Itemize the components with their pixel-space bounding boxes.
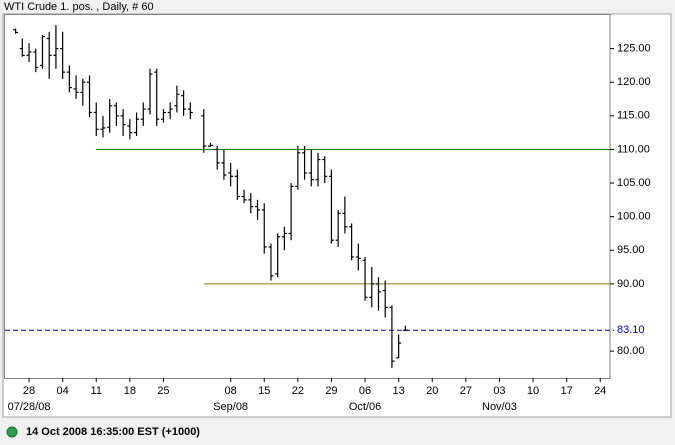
x-sublabel: Oct/06 xyxy=(349,401,381,413)
y-tick-label: 110.00 xyxy=(617,143,650,155)
x-tick-label: 08 xyxy=(225,385,237,397)
x-tick-label: 10 xyxy=(527,385,539,397)
x-sublabel: Nov/03 xyxy=(482,401,517,413)
y-tick-label: 90.00 xyxy=(617,278,645,290)
x-tick-label: 18 xyxy=(124,385,136,397)
x-sublabel: 07/28/08 xyxy=(8,401,51,413)
x-tick-label: 17 xyxy=(561,385,573,397)
last-price-label: 83.10 xyxy=(617,324,645,336)
x-tick-label: 13 xyxy=(393,385,405,397)
x-sublabel: Sep/08 xyxy=(213,401,248,413)
x-tick-label: 25 xyxy=(157,385,169,397)
x-tick-label: 06 xyxy=(359,385,371,397)
y-tick-label: 105.00 xyxy=(617,177,651,189)
y-tick-label: 100.00 xyxy=(617,211,651,223)
chart-panel xyxy=(2,13,672,418)
x-tick-label: 29 xyxy=(325,385,337,397)
chart-title: WTI Crude 1. pos. , Daily, # 60 xyxy=(4,1,154,13)
x-tick-label: 04 xyxy=(57,385,69,397)
status-icon xyxy=(6,426,18,438)
x-tick-label: 15 xyxy=(258,385,270,397)
plot-frame xyxy=(4,14,611,379)
y-tick-label: 115.00 xyxy=(617,110,650,122)
x-tick-label: 11 xyxy=(91,385,102,397)
x-tick-label: 03 xyxy=(493,385,505,397)
x-tick-label: 28 xyxy=(23,385,35,397)
x-tick-label: 22 xyxy=(292,385,304,397)
y-tick-label: 95.00 xyxy=(617,244,645,256)
x-tick-label: 27 xyxy=(460,385,472,397)
y-tick-label: 125.00 xyxy=(617,43,651,55)
x-tick-label: 24 xyxy=(594,385,606,397)
y-tick-label: 80.00 xyxy=(617,345,645,357)
x-tick-label: 20 xyxy=(426,385,438,397)
y-tick-label: 120.00 xyxy=(617,76,651,88)
status-timestamp: 14 Oct 2008 16:35:00 EST (+1000) xyxy=(26,426,200,438)
